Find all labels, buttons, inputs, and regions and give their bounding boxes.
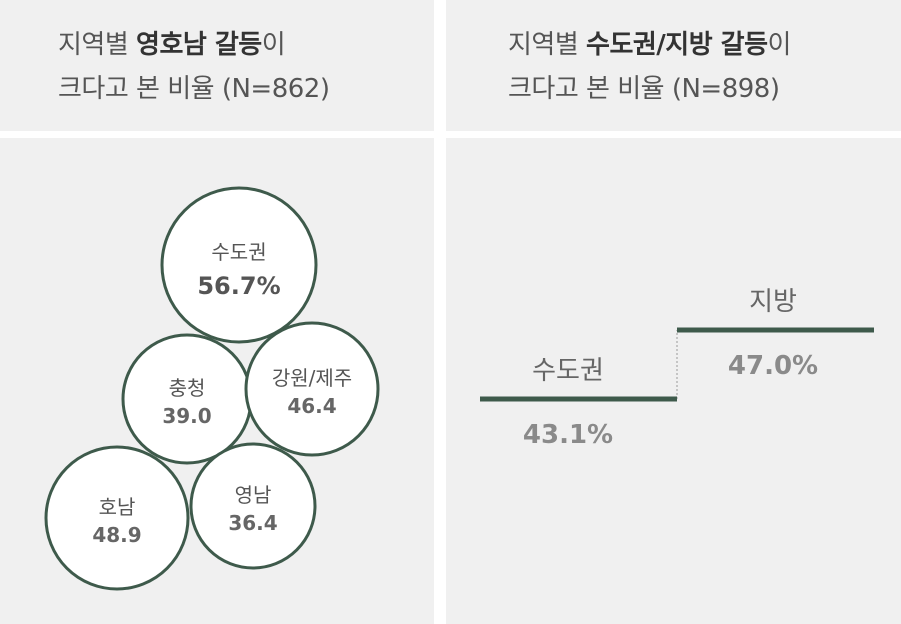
bubble: 수도권 56.7%: [160, 186, 318, 344]
bubble-chart: 수도권 56.7% 충청 39.0 강원/제주 46.4 호남 48.9 영남 36.4: [44, 186, 380, 591]
bubble-region-label: 호남: [99, 495, 136, 519]
bubble: 영남 36.4: [189, 442, 317, 570]
left-title: 지역별 영호남 갈등이 크다고 본 비율 (N=862): [58, 23, 330, 111]
step-value-label: 43.1%: [523, 420, 613, 450]
right-title-emphasis: 수도권/지방 갈등: [586, 30, 768, 60]
left-title-prefix: 지역별: [58, 30, 137, 60]
bubble-value-label: 36.4: [228, 511, 277, 535]
bubble-region-label: 수도권: [211, 240, 266, 264]
left-title-line2: 크다고 본 비율 (N=862): [58, 74, 330, 104]
left-title-suffix: 이: [261, 30, 286, 60]
right-title: 지역별 수도권/지방 갈등이 크다고 본 비율 (N=898): [508, 23, 791, 111]
bubble-region-label: 영남: [235, 483, 272, 507]
bubble-circle: [160, 186, 318, 344]
bubble-value-label: 48.9: [92, 523, 141, 547]
bubble-value-label: 39.0: [162, 404, 211, 428]
right-title-prefix: 지역별: [508, 30, 587, 60]
bubble-value-label: 56.7%: [197, 272, 280, 300]
bubble: 강원/제주 46.4: [244, 321, 380, 457]
bubble: 충청 39.0: [121, 333, 253, 465]
left-header-panel: 지역별 영호남 갈등이 크다고 본 비율 (N=862): [0, 0, 434, 131]
right-title-line2: 크다고 본 비율 (N=898): [508, 74, 780, 104]
step-value-label: 47.0%: [728, 351, 818, 381]
right-title-suffix: 이: [767, 30, 792, 60]
bubble-circle: [244, 321, 380, 457]
step-chart-panel: 수도권 43.1% 지방 47.0%: [446, 138, 901, 624]
right-header-panel: 지역별 수도권/지방 갈등이 크다고 본 비율 (N=898): [446, 0, 901, 131]
bubble-chart-panel: 수도권 56.7% 충청 39.0 강원/제주 46.4 호남 48.9 영남 36.4: [0, 138, 434, 624]
bubble-region-label: 충청: [169, 376, 206, 400]
bubble-circle: [44, 445, 190, 591]
step-region-label: 수도권: [532, 356, 604, 386]
bubble-region-label: 강원/제주: [272, 366, 352, 390]
bubble: 호남 48.9: [44, 445, 190, 591]
step-chart: 수도권 43.1% 지방 47.0%: [480, 287, 874, 450]
step-region-label: 지방: [749, 287, 797, 317]
bubble-value-label: 46.4: [287, 394, 336, 418]
left-title-emphasis: 영호남 갈등: [136, 30, 262, 60]
bubble-circle: [189, 442, 317, 570]
